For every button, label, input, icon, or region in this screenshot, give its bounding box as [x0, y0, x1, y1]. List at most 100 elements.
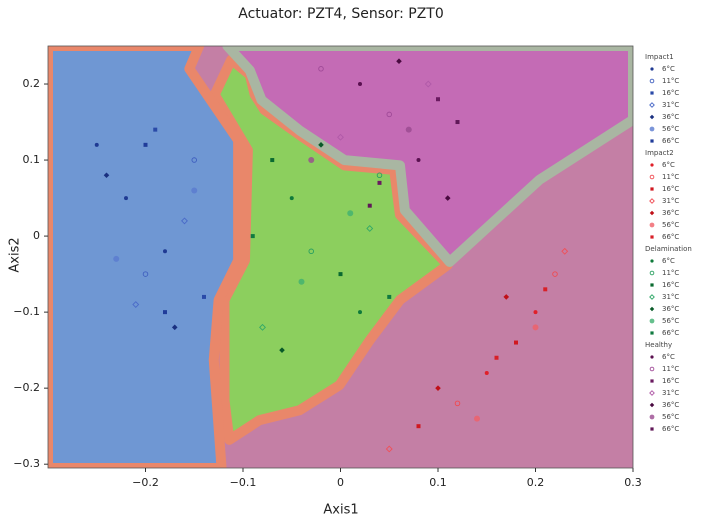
y-tick-label: −0.3: [13, 457, 40, 470]
point: [153, 127, 158, 132]
legend-label: 56°C: [662, 221, 679, 229]
legend-label: 31°C: [662, 197, 679, 205]
legend-label: 36°C: [662, 113, 679, 121]
x-axis-label: Axis1: [323, 503, 358, 518]
legend-label: 31°C: [662, 101, 679, 109]
legend-marker: [649, 126, 655, 132]
point: [367, 203, 372, 208]
legend-marker: [649, 210, 655, 216]
point: [416, 158, 421, 163]
x-tick-label: −0.1: [230, 476, 257, 489]
legend-marker: [649, 114, 655, 120]
legend-marker: [649, 102, 655, 108]
legend-label: 56°C: [662, 125, 679, 133]
legend-label: 66°C: [662, 425, 679, 433]
legend-label: 36°C: [662, 401, 679, 409]
legend-label: 56°C: [662, 317, 679, 325]
point: [259, 323, 266, 331]
point: [132, 301, 140, 308]
x-tick-label: 0.3: [624, 476, 642, 489]
x-tick-label: 0.2: [527, 476, 545, 489]
decision-region: [209, 54, 453, 445]
legend-label: 66°C: [662, 233, 679, 241]
decision-region: [48, 46, 244, 468]
legend-marker: [650, 283, 654, 287]
legend-marker: [650, 163, 654, 167]
legend-marker: [649, 366, 655, 372]
point: [113, 255, 120, 262]
legend-marker: [650, 235, 654, 239]
point: [416, 424, 421, 429]
point: [289, 196, 294, 201]
point: [376, 172, 383, 179]
point: [484, 370, 489, 375]
legend-marker: [649, 294, 655, 300]
legend-label: 6°C: [662, 65, 675, 73]
legend-marker: [650, 427, 654, 431]
point: [338, 272, 343, 277]
legend-label: 11°C: [662, 269, 679, 277]
legend-marker: [650, 67, 654, 71]
legend-label: 16°C: [662, 185, 679, 193]
point: [474, 415, 480, 422]
point: [533, 310, 538, 315]
point: [318, 142, 324, 148]
legend-marker: [650, 187, 654, 191]
point: [396, 58, 402, 65]
point: [347, 210, 354, 217]
point: [202, 294, 206, 299]
point: [270, 158, 275, 163]
legend-marker: [650, 355, 654, 359]
legend-marker: [650, 91, 654, 95]
y-tick-label: −0.1: [13, 305, 40, 318]
point: [318, 66, 324, 72]
legend-group-title: Healthy: [645, 341, 672, 349]
point: [143, 142, 148, 147]
legend-marker: [649, 174, 655, 180]
point: [424, 80, 432, 88]
legend-label: 6°C: [662, 161, 675, 169]
y-tick-label: −0.2: [13, 381, 40, 394]
point: [455, 120, 460, 125]
legend-label: 16°C: [662, 89, 679, 97]
point: [387, 294, 392, 299]
point: [94, 142, 99, 147]
point: [308, 248, 315, 255]
legend-marker: [650, 379, 654, 383]
point: [124, 196, 128, 201]
point: [358, 310, 362, 315]
legend-label: 36°C: [662, 305, 679, 313]
point: [366, 225, 374, 232]
point: [298, 278, 305, 285]
legend-label: 16°C: [662, 377, 679, 385]
legend-label: 56°C: [662, 413, 679, 421]
point: [358, 82, 362, 87]
point: [386, 111, 393, 118]
legend-label: 16°C: [662, 281, 679, 289]
legend-marker: [649, 270, 655, 276]
point: [444, 195, 451, 201]
legend-marker: [649, 414, 655, 420]
legend-label: 11°C: [662, 77, 679, 85]
x-tick-label: −0.2: [132, 476, 159, 489]
point: [308, 157, 315, 164]
point: [435, 385, 441, 391]
y-axis-label: Axis2: [8, 237, 23, 272]
point: [561, 247, 569, 255]
y-tick-label: 0: [33, 229, 40, 242]
legend-marker: [649, 402, 655, 408]
legend-label: 31°C: [662, 293, 679, 301]
point: [191, 187, 198, 194]
point: [171, 324, 178, 331]
legend-marker: [649, 198, 655, 204]
legend-label: 36°C: [662, 209, 679, 217]
point: [385, 445, 393, 453]
legend-marker: [649, 306, 655, 312]
point: [494, 355, 499, 360]
legend-marker: [649, 318, 655, 324]
legend-label: 31°C: [662, 389, 679, 397]
legend-group-title: Impact1: [645, 53, 674, 61]
legend-group-title: Impact2: [645, 149, 674, 157]
point: [337, 133, 344, 141]
legend-marker: [650, 259, 654, 263]
